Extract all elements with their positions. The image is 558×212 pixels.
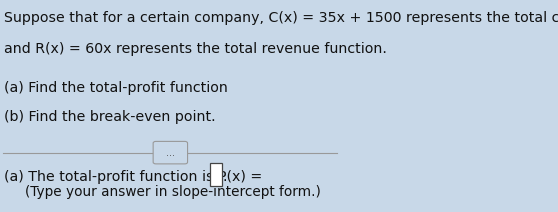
Text: (Type your answer in slope-intercept form.): (Type your answer in slope-intercept for… [25,185,321,199]
FancyBboxPatch shape [153,141,187,164]
FancyBboxPatch shape [210,163,223,186]
Text: .: . [223,170,227,184]
Text: (a) The total-profit function is P(x) =: (a) The total-profit function is P(x) = [4,170,267,184]
Text: and R(x) = 60x represents the total revenue function.: and R(x) = 60x represents the total reve… [4,42,387,56]
Text: Suppose that for a certain company, C(x) = 35x + 1500 represents the total cost : Suppose that for a certain company, C(x)… [4,11,558,25]
Text: (b) Find the break-even point.: (b) Find the break-even point. [4,110,216,124]
Text: (a) Find the total-profit function: (a) Find the total-profit function [4,81,228,95]
Text: ...: ... [166,148,175,158]
